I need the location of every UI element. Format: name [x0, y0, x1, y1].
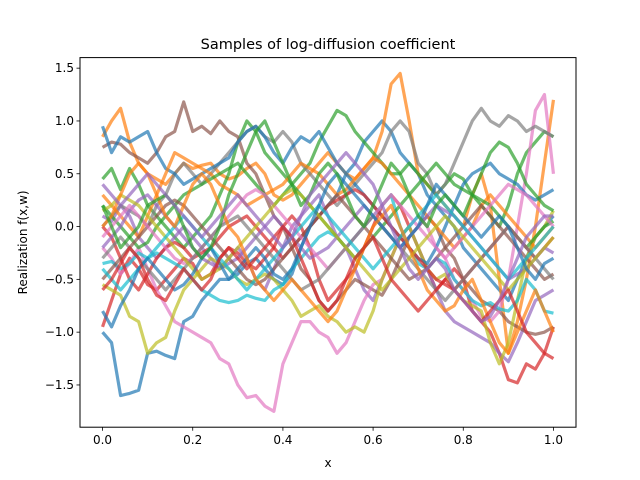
x-axis: 0.0 0.2 0.4 0.6 0.8 1.0: [93, 427, 563, 447]
chart-title: Samples of log-diffusion coefficient: [201, 37, 456, 53]
y-tick-label: 1.0: [55, 114, 74, 128]
x-tick-label: 0.4: [273, 433, 292, 447]
y-tick-label: −1.5: [45, 378, 74, 392]
series-line-16: [101, 193, 555, 287]
series-line-25: [101, 151, 554, 324]
series-line-10: [102, 193, 554, 315]
plot-frame: [79, 57, 577, 428]
series-line-3: [101, 108, 555, 250]
y-tick-label: 1.5: [55, 61, 74, 75]
y-tick-label: 0.5: [55, 167, 74, 181]
y-tick-label: −1.0: [45, 325, 74, 339]
x-tick-label: 1.0: [544, 433, 563, 447]
y-axis-label: Realization f(x,w): [16, 190, 30, 294]
x-tick-label: 0.8: [454, 433, 473, 447]
series-line-8: [101, 106, 555, 229]
series-line-18: [101, 214, 555, 303]
x-tick-label: 0.6: [364, 433, 383, 447]
x-axis-label: x: [324, 456, 331, 470]
series-line-9: [101, 209, 555, 366]
x-tick-label: 0.0: [93, 433, 112, 447]
series-line-11: [101, 124, 555, 266]
series-line-23: [101, 119, 555, 260]
series-layer: [101, 71, 556, 413]
y-axis: −1.5 −1.0 −0.5 0.0 0.5 1.0 1.5: [45, 61, 80, 392]
series-line-22: [101, 161, 555, 355]
y-tick-label: 0.0: [55, 220, 74, 234]
series-line-21: [101, 172, 555, 329]
x-tick-label: 0.2: [183, 433, 202, 447]
y-tick-label: −0.5: [45, 272, 74, 286]
series-line-19: [101, 188, 555, 292]
